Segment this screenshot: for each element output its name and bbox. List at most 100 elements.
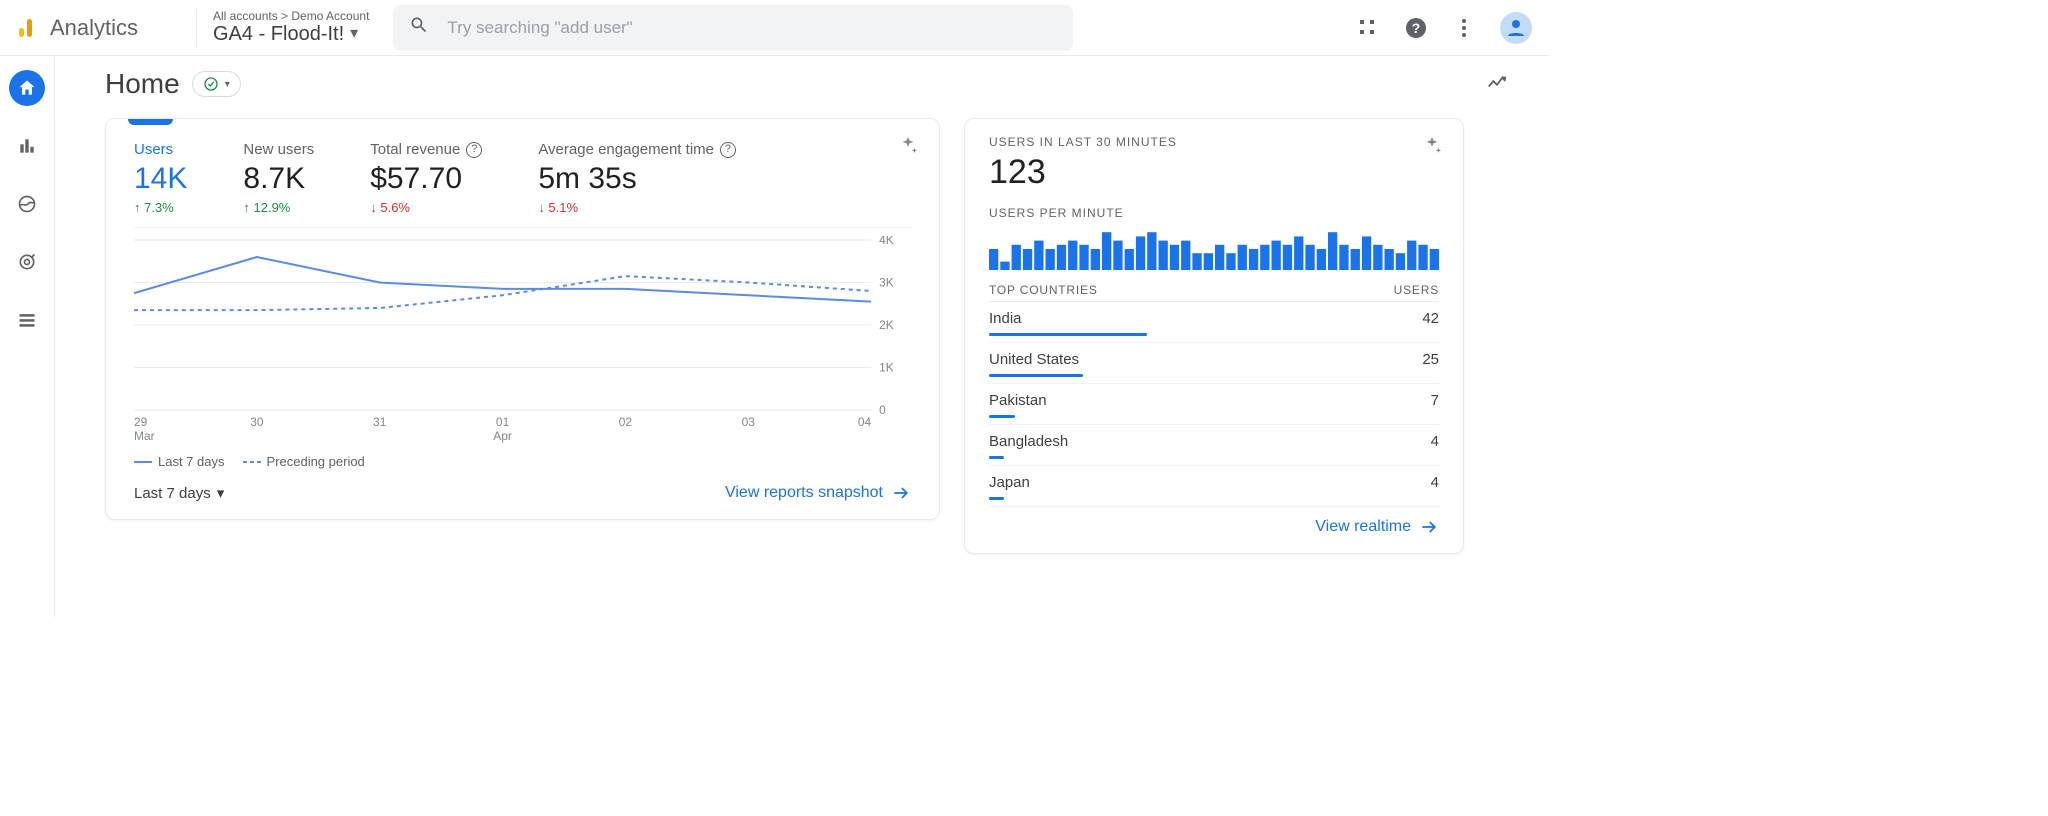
metric-value: 14K (134, 162, 187, 196)
svg-text:02: 02 (619, 415, 633, 429)
property-breadcrumb: All accounts > Demo Account (213, 10, 369, 23)
nav-explore[interactable] (9, 186, 45, 222)
line-chart: 01K2K3K4K29Mar303101Apr020304 (106, 228, 939, 446)
link-label: View realtime (1315, 518, 1411, 536)
legend-label: Preceding period (267, 454, 365, 469)
view-reports-link[interactable]: View reports snapshot (725, 483, 911, 503)
nav-configure[interactable] (9, 302, 45, 338)
arrow-right-icon (891, 483, 911, 503)
country-name: Japan (989, 474, 1030, 491)
per-minute-barchart (989, 222, 1439, 270)
insights-icon[interactable] (1486, 71, 1508, 98)
chevron-down-icon: ▾ (217, 484, 225, 502)
countries-head-left: TOP COUNTRIES (989, 283, 1098, 297)
metric-label: Average engagement time ? (538, 141, 736, 158)
metric-value: 5m 35s (538, 162, 736, 196)
chevron-down-icon: ▾ (225, 79, 230, 90)
page-title: Home (105, 68, 180, 100)
svg-text:0: 0 (879, 403, 886, 417)
realtime-headline-label: USERS IN LAST 30 MINUTES (989, 135, 1439, 149)
metric-value: 8.7K (243, 162, 314, 196)
svg-text:04: 04 (858, 415, 872, 429)
sidebar (0, 56, 55, 617)
more-vert-icon[interactable] (1452, 16, 1476, 40)
country-row[interactable]: Japan 4 (989, 466, 1439, 507)
status-chip[interactable]: ▾ (192, 71, 241, 97)
overview-footer: Last 7 days ▾ View reports snapshot (106, 469, 939, 503)
active-tab-indicator (128, 119, 173, 125)
countries-head-right: USERS (1394, 283, 1439, 297)
svg-text:30: 30 (250, 415, 264, 429)
overview-card: Users 14K ↑ 7.3% New users8.7K↑ 12.9% Total … (105, 118, 940, 520)
divider (196, 10, 197, 46)
country-bar (989, 374, 1083, 377)
country-users: 4 (1431, 433, 1439, 450)
chart-legend: Last 7 days Preceding period (106, 446, 939, 469)
svg-text:01: 01 (496, 415, 510, 429)
country-name: India (989, 310, 1022, 327)
metric-label: Total revenue ? (370, 141, 482, 158)
metric-delta: ↓ 5.6% (370, 200, 482, 215)
account-avatar[interactable] (1500, 12, 1532, 44)
content: Home ▾ Users 14K ↑ 7.3% New users8.7K↑ 12.9… (55, 56, 1548, 617)
metric-label: Users (134, 141, 187, 158)
help-icon[interactable]: ? (720, 142, 736, 158)
metric-average-engagement-time[interactable]: Average engagement time ? 5m 35s ↓ 5.1% (538, 141, 736, 215)
svg-text:Mar: Mar (134, 429, 155, 443)
help-icon[interactable]: ? (466, 142, 482, 158)
metric-users[interactable]: Users 14K ↑ 7.3% (134, 141, 187, 215)
search-wrap (393, 5, 1073, 51)
metric-new-users[interactable]: New users8.7K↑ 12.9% (243, 141, 314, 215)
svg-text:3K: 3K (879, 275, 894, 289)
sparkle-icon[interactable] (1421, 135, 1443, 162)
app-header: Analytics All accounts > Demo Account GA… (0, 0, 1548, 56)
country-name: Pakistan (989, 392, 1047, 409)
nav-advertising[interactable] (9, 244, 45, 280)
logo-area: Analytics (16, 15, 180, 41)
property-picker[interactable]: All accounts > Demo Account GA4 - Flood-… (213, 10, 369, 45)
legend-label: Last 7 days (158, 454, 225, 469)
svg-text:29: 29 (134, 415, 148, 429)
analytics-logo-icon (16, 16, 40, 40)
metric-delta: ↑ 7.3% (134, 200, 187, 215)
country-name: United States (989, 351, 1079, 368)
title-row: Home ▾ (105, 68, 1508, 100)
search-box[interactable] (393, 5, 1073, 51)
country-bar (989, 415, 1015, 418)
nav-home[interactable] (9, 70, 45, 106)
country-row[interactable]: Pakistan 7 (989, 384, 1439, 425)
country-row[interactable]: Bangladesh 4 (989, 425, 1439, 466)
country-users: 4 (1431, 474, 1439, 491)
property-name: GA4 - Flood-It! (213, 23, 344, 45)
search-input[interactable] (447, 18, 1057, 38)
view-realtime-link[interactable]: View realtime (1315, 517, 1439, 537)
nav-reports[interactable] (9, 128, 45, 164)
sparkle-icon[interactable] (897, 135, 919, 162)
country-name: Bangladesh (989, 433, 1068, 450)
arrow-right-icon (1419, 517, 1439, 537)
metric-total-revenue[interactable]: Total revenue ? $57.70 ↓ 5.6% (370, 141, 482, 215)
metrics-row: Users 14K ↑ 7.3% New users8.7K↑ 12.9% Total … (106, 123, 939, 221)
svg-text:1K: 1K (879, 360, 894, 374)
realtime-card: USERS IN LAST 30 MINUTES 123 USERS PER M… (964, 118, 1464, 554)
chevron-down-icon: ▾ (350, 25, 358, 43)
shell: Home ▾ Users 14K ↑ 7.3% New users8.7K↑ 12.9… (0, 56, 1548, 617)
date-range-selector[interactable]: Last 7 days ▾ (134, 484, 224, 502)
help-icon[interactable]: ? (1404, 16, 1428, 40)
date-range-label: Last 7 days (134, 485, 211, 502)
metric-delta: ↓ 5.1% (538, 200, 736, 215)
realtime-footer: View realtime (989, 507, 1439, 537)
svg-text:Apr: Apr (493, 429, 512, 443)
svg-text:2K: 2K (879, 318, 894, 332)
country-users: 7 (1431, 392, 1439, 409)
country-users: 42 (1422, 310, 1439, 327)
svg-text:?: ? (1412, 20, 1421, 36)
apps-grid-icon[interactable] (1356, 16, 1380, 40)
svg-text:4K: 4K (879, 236, 894, 247)
metric-value: $57.70 (370, 162, 482, 196)
country-row[interactable]: India 42 (989, 302, 1439, 343)
country-bar (989, 456, 1004, 459)
country-bar (989, 333, 1147, 336)
header-right: ? (1356, 12, 1532, 44)
country-row[interactable]: United States25 (989, 343, 1439, 384)
